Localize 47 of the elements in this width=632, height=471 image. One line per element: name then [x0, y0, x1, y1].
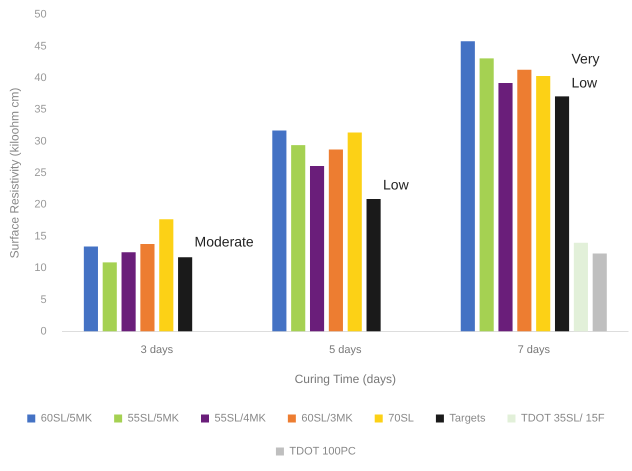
- bar: [310, 166, 324, 332]
- y-tick-label: 40: [34, 72, 47, 84]
- bar: [480, 58, 494, 332]
- legend-label: TDOT 100PC: [289, 446, 356, 458]
- y-tick-label: 10: [34, 262, 47, 274]
- bar: [291, 145, 306, 332]
- y-tick-label: 20: [34, 198, 47, 211]
- bar: [554, 96, 570, 332]
- legend-label: Targets: [449, 412, 486, 425]
- legend-label: TDOT 35SL/ 15F: [520, 412, 605, 425]
- bar: [272, 130, 286, 332]
- legend-label: 60SL/5MK: [40, 412, 93, 425]
- bar: [140, 244, 155, 332]
- x-tick-label: 5 days: [329, 344, 362, 356]
- bar: [498, 83, 513, 332]
- bar: [536, 76, 550, 332]
- bar: [460, 41, 475, 332]
- bar: [178, 257, 192, 332]
- annotation: Very Low: [571, 50, 600, 90]
- y-tick-label: 15: [34, 230, 47, 242]
- annotation: Moderate: [194, 234, 254, 250]
- bar: [84, 246, 98, 332]
- bar: [328, 150, 343, 332]
- bar: [122, 252, 136, 332]
- x-tick-label: 7 days: [518, 344, 550, 356]
- y-tick-label: 30: [34, 135, 47, 148]
- y-tick-label: 35: [34, 104, 47, 116]
- y-tick-label: 45: [34, 40, 47, 52]
- legend-label: 60SL/3MK: [301, 412, 354, 425]
- bar: [574, 242, 588, 332]
- bar: [592, 253, 607, 332]
- y-tick-label: 25: [34, 167, 47, 180]
- bar: [102, 262, 117, 332]
- x-axis-title: Curing Time (days): [294, 372, 396, 386]
- y-axis-title: Surface Resistivity (kiloohm cm): [8, 88, 22, 258]
- bar: [366, 198, 381, 332]
- y-tick-label: 0: [40, 325, 47, 338]
- legend-label: 70SL: [388, 412, 414, 425]
- x-tick-label: 3 days: [140, 344, 174, 356]
- annotation: Low: [383, 176, 410, 193]
- bar: [517, 70, 532, 332]
- legend-label: 55SL/5MK: [128, 412, 180, 425]
- y-tick-label: 50: [34, 8, 47, 21]
- bar: [348, 132, 362, 332]
- y-tick-label: 5: [40, 294, 47, 306]
- bar: [159, 219, 174, 332]
- legend-label: 55SL/4MK: [214, 412, 267, 425]
